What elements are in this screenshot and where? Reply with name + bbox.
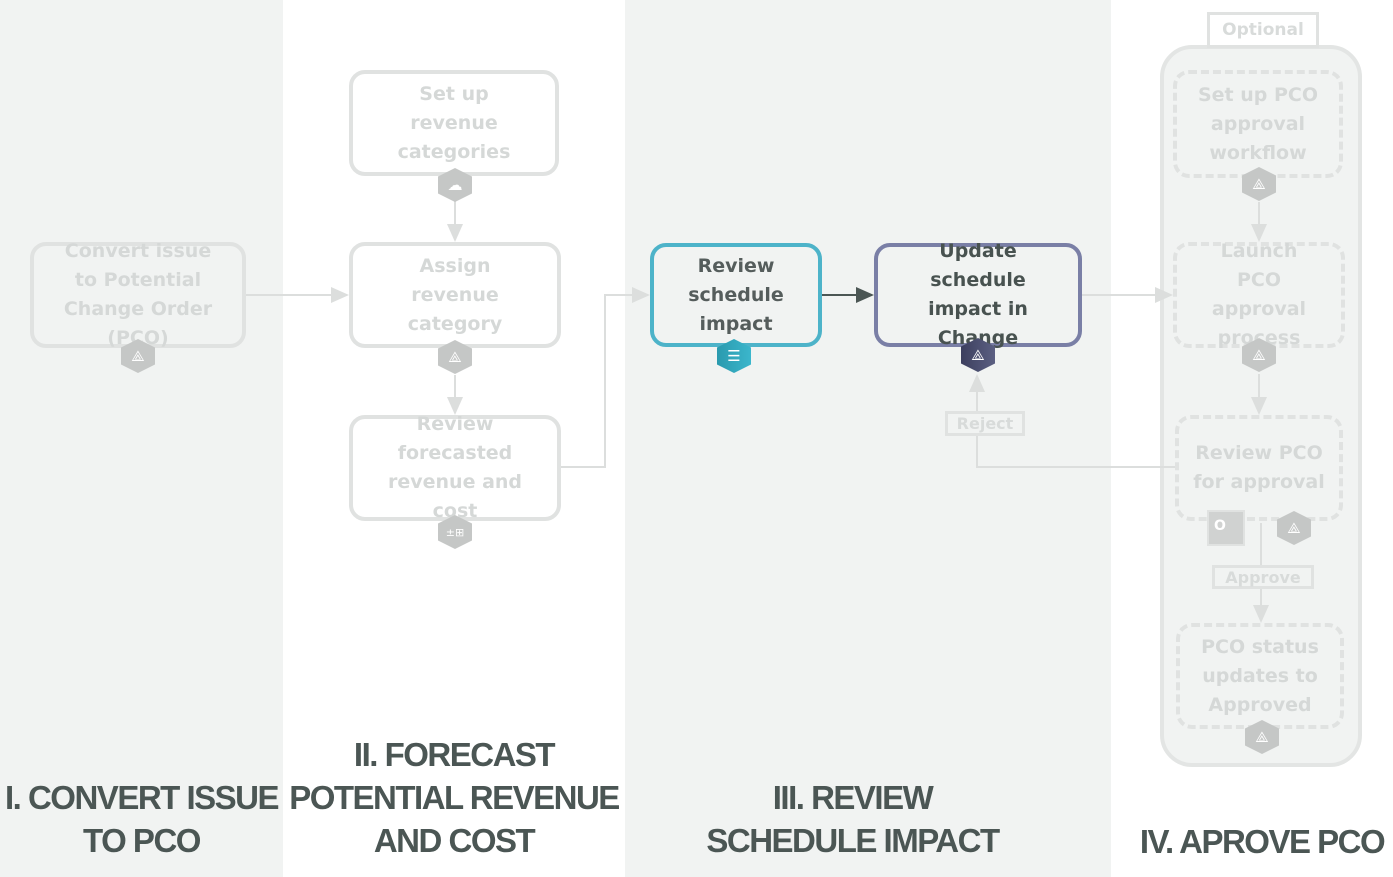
node-label: Set up PCO approval workflow	[1197, 83, 1319, 164]
lane-forecast	[283, 0, 625, 877]
title-line: TO PCO	[83, 822, 201, 859]
title-line: AND COST	[373, 822, 536, 859]
node-pco-status[interactable]: PCO status updates to Approved	[1176, 623, 1344, 729]
lane-title-forecast: II. FORECAST POTENTIAL REVENUE AND COST	[283, 733, 625, 862]
cloud-icon: ☁	[438, 168, 472, 202]
procore-icon: ⟁	[1245, 720, 1279, 754]
node-update-schedule[interactable]: Update schedule impact in Change	[874, 240, 1082, 349]
node-label: PCO status updates to Approved	[1201, 635, 1319, 716]
node-label: Review schedule impact	[688, 254, 784, 335]
lane-review-schedule	[625, 0, 1111, 877]
title-line: II. FORECAST	[353, 736, 556, 773]
node-label: Review forecasted revenue and cost	[387, 413, 523, 522]
outlook-icon: O	[1207, 510, 1245, 546]
node-label: Launch PCO approval process	[1211, 240, 1307, 349]
node-review-pco[interactable]: Review PCO for approval	[1175, 415, 1343, 521]
procore-icon: ⟁	[1277, 511, 1311, 545]
node-label: Update schedule impact in Change	[928, 240, 1028, 349]
node-review-forecast[interactable]: Review forecasted revenue and cost	[349, 413, 561, 522]
node-assign-revenue[interactable]: Assign revenue category	[349, 242, 561, 348]
edge-forecast-schedule	[561, 287, 650, 468]
node-setup-pco[interactable]: Set up PCO approval workflow	[1173, 70, 1343, 178]
calculator-icon: ±⊞	[438, 515, 472, 549]
title-line: SCHEDULE IMPACT	[706, 822, 1000, 859]
reject-label: Reject	[945, 411, 1025, 436]
schedule-icon: ☰	[717, 339, 751, 373]
node-convert[interactable]: Convert issue to Potential Change Order …	[30, 240, 246, 349]
node-label: Review PCO for approval	[1193, 442, 1325, 493]
edge-reject	[969, 374, 1175, 468]
node-label: Set up revenue categories	[397, 82, 511, 163]
node-review-schedule[interactable]: Review schedule impact	[650, 243, 822, 347]
node-launch-pco[interactable]: Launch PCO approval process	[1173, 240, 1345, 349]
lane-title-convert: I. CONVERT ISSUE TO PCO	[0, 776, 283, 862]
lane-title-approve: IV. APROVE PCO	[1131, 820, 1393, 863]
optional-tag: Optional	[1207, 12, 1319, 48]
approve-label: Approve	[1212, 565, 1314, 589]
procore-icon: ⟁	[961, 338, 995, 372]
lane-title-review: III. REVIEW SCHEDULE IMPACT	[625, 776, 1080, 862]
node-setup-revenue[interactable]: Set up revenue categories	[349, 70, 559, 176]
title-line: I. CONVERT ISSUE	[4, 779, 280, 816]
node-label: Convert issue to Potential Change Order …	[63, 240, 213, 349]
title-line: IV. APROVE PCO	[1139, 823, 1386, 860]
lane-convert	[0, 0, 283, 877]
node-label: Assign revenue category	[407, 254, 503, 335]
title-line: POTENTIAL REVENUE	[289, 779, 620, 816]
title-line: III. REVIEW	[772, 779, 934, 816]
